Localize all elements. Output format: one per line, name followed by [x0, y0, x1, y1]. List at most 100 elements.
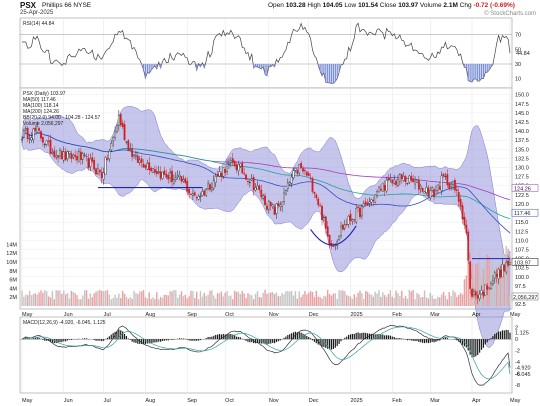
macd-histogram-bar [188, 339, 190, 341]
candle-body [97, 168, 99, 174]
macd-histogram-bar [492, 336, 494, 340]
candle-body [471, 289, 473, 297]
candle-body [490, 283, 492, 289]
candle-body [478, 294, 481, 300]
volume-bar [201, 296, 204, 306]
volume-bar [308, 292, 310, 306]
volume-bar [38, 292, 40, 306]
candle-body [457, 192, 460, 202]
volume-bar [156, 292, 158, 306]
high-value: 104.05 [322, 2, 343, 9]
candle-body [412, 178, 415, 183]
macd-histogram-bar [232, 334, 234, 340]
macd-histogram-bar [279, 339, 281, 341]
volume-bar [393, 298, 395, 306]
annotations [97, 187, 510, 260]
candle-body [91, 157, 94, 162]
volume-bar [361, 293, 363, 306]
macd-histogram-bar [226, 334, 228, 340]
macd-histogram-bar [347, 334, 350, 340]
macd-histogram-bar [186, 339, 188, 340]
volume-bar [429, 292, 431, 306]
macd-histogram-bar [425, 339, 428, 343]
price-tick-label: 127.5 [515, 175, 529, 181]
candle-body [406, 182, 409, 184]
candle-body [448, 183, 451, 189]
candle-body [212, 180, 215, 189]
candle-body [199, 195, 202, 197]
candle-body [201, 191, 204, 196]
macd-histogram-bar [99, 339, 101, 341]
x-axis-label-top: Oct [225, 312, 234, 318]
macd-histogram-bar [488, 339, 490, 341]
volume-bar [292, 295, 295, 306]
volume-tag: 2,056,297 [513, 295, 537, 301]
candle-body [21, 139, 23, 141]
volume-bar [256, 291, 259, 306]
volume-bar [440, 294, 443, 306]
volume-bar [213, 295, 215, 306]
candle-body [133, 154, 135, 156]
candle-body [210, 187, 213, 191]
macd-histogram-bar [207, 336, 209, 340]
volume-bar [401, 290, 403, 306]
volume-bar [233, 290, 236, 306]
candle-body [469, 261, 472, 289]
candle-body [398, 174, 401, 182]
volume-bar [330, 295, 333, 306]
candle-body [484, 284, 487, 296]
x-axis-label-bottom: Feb [392, 398, 401, 404]
candle-body [266, 205, 268, 210]
macd-histogram-bar [95, 339, 97, 341]
candle-body [307, 173, 310, 177]
volume-bar [304, 291, 306, 306]
candle-body [444, 176, 447, 178]
macd-histogram-bar [389, 335, 391, 340]
macd-histogram-bar [291, 333, 293, 340]
volume-bar [374, 291, 376, 306]
x-axis-label-bottom: Oct [225, 398, 234, 404]
volume-bar [353, 294, 355, 306]
candle-body [370, 199, 373, 203]
volume-bar [266, 293, 268, 306]
candle-body [176, 175, 179, 178]
candle-body [106, 158, 109, 160]
candle-body [476, 295, 479, 299]
candle-body [155, 171, 158, 175]
candle-body [319, 205, 322, 207]
volume-bar [44, 289, 46, 306]
price-tick-label: 140.0 [515, 129, 529, 135]
macd-histogram-bar [245, 339, 247, 341]
volume-bar [328, 294, 331, 306]
volume-tick-label: 2M [9, 295, 17, 301]
volume-bar [235, 291, 238, 306]
candle-body [174, 177, 177, 180]
macd-histogram-bar [150, 339, 152, 344]
candle-body [258, 185, 261, 190]
macd-histogram-bar [85, 338, 88, 340]
macd-histogram-bar [218, 334, 221, 340]
volume-bar [165, 295, 168, 306]
volume-bar [57, 290, 59, 306]
volume-bar [279, 296, 281, 306]
candle-body [173, 179, 175, 184]
candle-body [98, 169, 101, 173]
volume-bar [241, 290, 243, 306]
volume-bar [270, 292, 272, 306]
x-axis-label-top: Apr [472, 312, 481, 318]
value-tag: 124.26 [514, 186, 531, 192]
volume-bar [471, 263, 473, 306]
volume-bar [399, 295, 401, 306]
candle-body [123, 124, 126, 141]
volume-bar [467, 253, 469, 306]
candle-body [300, 163, 303, 168]
macd-histogram-bar [65, 339, 67, 342]
macd-histogram-bar [323, 339, 325, 348]
candle-body [353, 219, 356, 221]
volume-bar [177, 297, 179, 306]
volume-bar [252, 299, 255, 306]
volume-bar [243, 293, 245, 306]
macd-histogram-bar [505, 329, 507, 340]
macd-histogram-bar [275, 339, 278, 343]
macd-histogram-bar [144, 339, 147, 345]
